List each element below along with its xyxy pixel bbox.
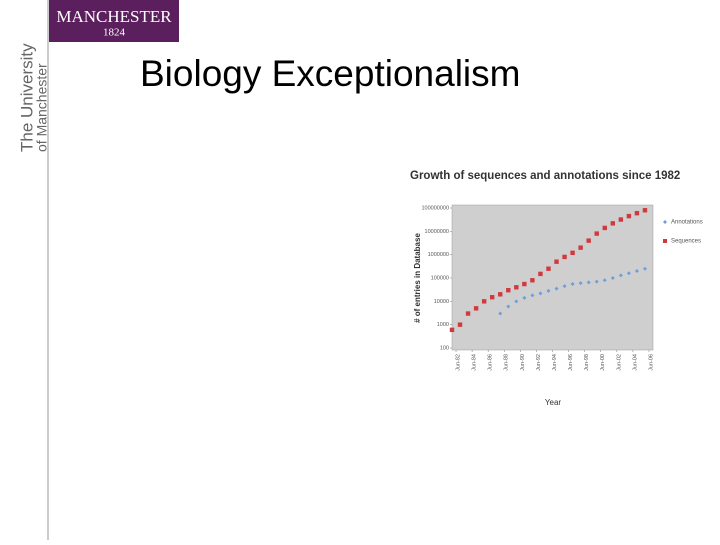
- x-tick-label: Jun-84: [472, 354, 478, 371]
- point: [554, 286, 559, 291]
- logo-name: MANCHESTER: [56, 7, 172, 26]
- y-tick-label: 100000000: [421, 205, 449, 211]
- point: [449, 327, 455, 333]
- sidebar-text: of Manchester: [34, 63, 50, 152]
- point: [465, 311, 471, 316]
- point: [546, 266, 551, 271]
- x-tick-label: Jun-06: [648, 354, 654, 371]
- point: [634, 210, 640, 216]
- x-tick-label: Jun-88: [504, 354, 510, 371]
- legend-label: Annotations: [671, 220, 703, 226]
- x-tick-label: Jun-86: [488, 354, 494, 371]
- point: [594, 279, 599, 284]
- point: [514, 285, 519, 290]
- point: [610, 221, 615, 226]
- x-axis-label: Year: [545, 398, 562, 407]
- point: [602, 278, 607, 283]
- point: [570, 250, 575, 256]
- point: [490, 295, 495, 300]
- point: [610, 276, 615, 280]
- point: [538, 271, 543, 277]
- x-tick-label: Jun-82: [455, 354, 461, 371]
- plot-area: [451, 204, 654, 351]
- legend-swatch: [663, 220, 667, 224]
- y-tick-label: 1000: [437, 322, 449, 328]
- point: [626, 271, 631, 276]
- x-tick-label: Jun-94: [552, 354, 558, 371]
- y-tick-label: 10000000: [425, 229, 449, 235]
- logo-year: 1824: [103, 27, 126, 39]
- point: [498, 311, 503, 316]
- point: [618, 273, 623, 278]
- point: [642, 208, 648, 213]
- point: [642, 266, 647, 271]
- sidebar-text: The University: [17, 43, 36, 152]
- point: [578, 245, 583, 250]
- x-tick-label: Jun-04: [632, 354, 638, 371]
- y-tick-label: 100000: [431, 275, 449, 281]
- chart-title: Growth of sequences and annotations sinc…: [410, 170, 680, 182]
- point: [578, 281, 583, 286]
- legend-label: Sequences: [671, 239, 701, 245]
- point: [457, 322, 463, 327]
- point: [546, 288, 551, 293]
- point: [506, 288, 511, 293]
- point: [562, 284, 567, 289]
- point: [481, 299, 487, 304]
- point: [554, 259, 559, 264]
- y-axis-label: # of entries in Database: [413, 233, 422, 323]
- point: [506, 304, 511, 309]
- slide-title: Biology Exceptionalism: [140, 53, 520, 94]
- x-tick-label: Jun-00: [600, 354, 606, 371]
- point: [562, 254, 567, 260]
- point: [618, 217, 624, 222]
- point: [586, 238, 591, 243]
- point: [626, 213, 632, 219]
- point: [538, 291, 543, 296]
- point: [570, 282, 575, 287]
- point: [498, 292, 503, 297]
- point: [602, 225, 607, 231]
- point: [522, 295, 527, 300]
- x-tick-label: Jun-96: [568, 354, 574, 371]
- y-tick-label: 1000000: [428, 252, 449, 258]
- y-tick-label: 100: [440, 345, 449, 351]
- point: [594, 231, 599, 236]
- point: [473, 306, 479, 311]
- point: [530, 278, 535, 283]
- point: [586, 280, 591, 285]
- y-tick-label: 10000: [434, 299, 449, 305]
- x-tick-label: Jun-92: [536, 354, 542, 371]
- x-tick-label: Jun-02: [616, 354, 622, 371]
- logo-box: [49, 0, 179, 42]
- x-tick-label: Jun-98: [584, 354, 590, 371]
- x-tick-label: Jun-90: [520, 354, 526, 371]
- point: [522, 281, 527, 287]
- point: [530, 293, 535, 298]
- point: [634, 268, 639, 273]
- legend-swatch: [663, 239, 667, 243]
- point: [514, 299, 519, 304]
